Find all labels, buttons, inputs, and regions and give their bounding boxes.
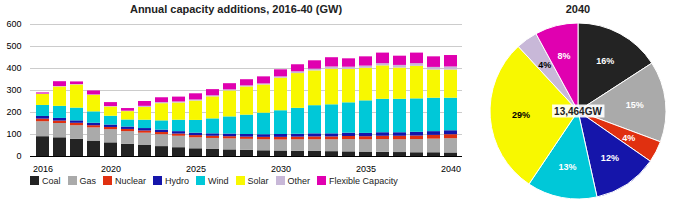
html-text:Other: Other [287, 176, 311, 186]
html-text:Solar: Solar [247, 176, 269, 186]
svg-text:16%: 16% [596, 56, 614, 66]
svg-text:13%: 13% [558, 162, 576, 172]
svg-text:2020: 2020 [101, 164, 121, 174]
svg-text:2025: 2025 [186, 164, 206, 174]
html-text:Hydro: Hydro [165, 176, 190, 186]
html-text:2040: 2040 [565, 3, 591, 15]
html-text:Annual capacity additions, 201: Annual capacity additions, 2016-40 (GW) [129, 3, 342, 15]
html-text:Gas: Gas [79, 176, 96, 186]
svg-text:100: 100 [6, 129, 21, 139]
html-text:Wind: Wind [208, 176, 229, 186]
svg-text:2016: 2016 [33, 164, 53, 174]
svg-text:400: 400 [6, 63, 21, 73]
svg-text:4%: 4% [622, 133, 635, 143]
svg-text:4%: 4% [538, 60, 551, 70]
svg-text:12%: 12% [601, 153, 619, 163]
svg-text:2030: 2030 [271, 164, 291, 174]
svg-text:13,464GW: 13,464GW [554, 106, 602, 117]
svg-text:500: 500 [6, 41, 21, 51]
html-text:Flexible Capacity: Flexible Capacity [329, 176, 398, 186]
svg-text:0: 0 [16, 151, 21, 161]
svg-text:200: 200 [6, 107, 21, 117]
svg-text:2035: 2035 [356, 164, 376, 174]
svg-text:300: 300 [6, 85, 21, 95]
svg-text:29%: 29% [512, 110, 530, 120]
html-text:Nuclear: Nuclear [115, 176, 146, 186]
svg-text:2040: 2040 [441, 164, 461, 174]
svg-text:8%: 8% [557, 51, 570, 61]
svg-text:600: 600 [6, 19, 21, 29]
svg-text:15%: 15% [626, 100, 644, 110]
html-text:Coal: Coal [42, 176, 61, 186]
